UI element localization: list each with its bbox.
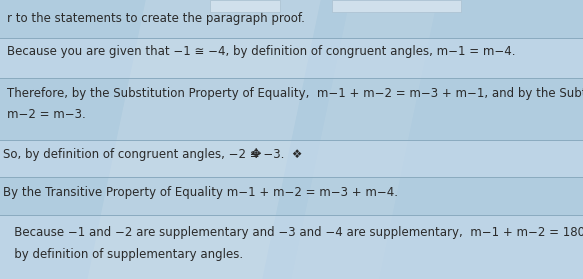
- Polygon shape: [292, 0, 437, 279]
- FancyBboxPatch shape: [0, 140, 583, 177]
- FancyBboxPatch shape: [0, 215, 583, 279]
- FancyBboxPatch shape: [0, 177, 583, 215]
- FancyBboxPatch shape: [0, 78, 583, 140]
- FancyBboxPatch shape: [332, 0, 461, 12]
- Text: By the Transitive Property of Equality m−1 + m−2 = m−3 + m−4.: By the Transitive Property of Equality m…: [3, 186, 399, 199]
- FancyBboxPatch shape: [0, 0, 583, 38]
- Text: Because −1 and −2 are supplementary and −3 and −4 are supplementary,  m−1 + m−2 : Because −1 and −2 are supplementary and …: [3, 226, 583, 239]
- Polygon shape: [87, 0, 321, 279]
- Text: m−2 = m−3.: m−2 = m−3.: [7, 109, 86, 121]
- FancyBboxPatch shape: [210, 0, 280, 12]
- Text: So, by definition of congruent angles, −2 ≅ −3.  ❖: So, by definition of congruent angles, −…: [3, 148, 303, 161]
- Text: r to the statements to create the paragraph proof.: r to the statements to create the paragr…: [7, 12, 305, 25]
- Text: by definition of supplementary angles.: by definition of supplementary angles.: [3, 248, 244, 261]
- Text: ✥: ✥: [251, 148, 261, 161]
- FancyBboxPatch shape: [0, 38, 583, 78]
- Text: Because you are given that −1 ≅ −4, by definition of congruent angles, m−1 = m−4: Because you are given that −1 ≅ −4, by d…: [7, 45, 515, 58]
- Text: Therefore, by the Substitution Property of Equality,  m−1 + m−2 = m−3 + m−1, and: Therefore, by the Substitution Property …: [7, 87, 583, 100]
